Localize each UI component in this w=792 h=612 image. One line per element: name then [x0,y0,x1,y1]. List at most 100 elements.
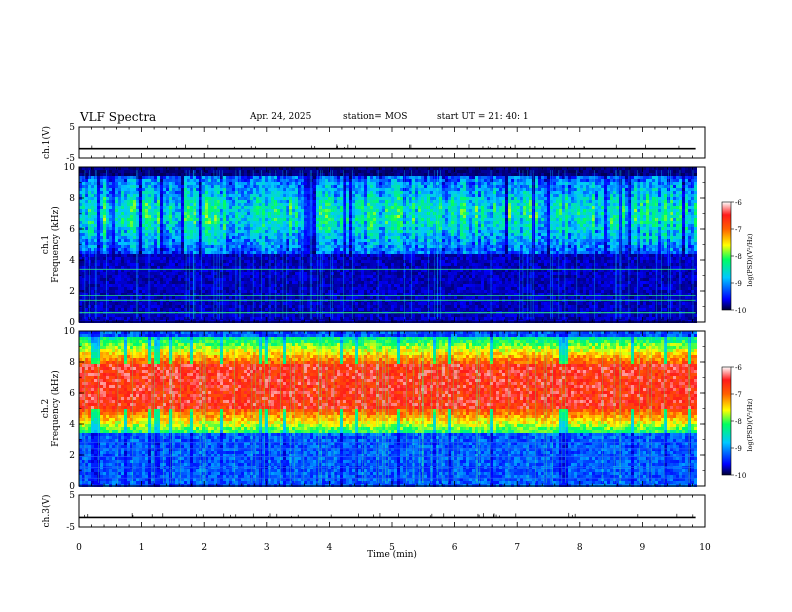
spec-cell [154,188,157,191]
spec-cell [241,224,244,227]
spec-cell [208,305,211,308]
spec-cell [139,194,142,197]
spec-cell [205,305,208,308]
spec-cell [307,224,310,227]
spec-cell [169,185,172,188]
spec-cell [256,212,259,215]
spec-cell [115,182,118,185]
spec-cell [325,314,328,317]
spec-cell [190,209,193,212]
spec-cell [295,272,298,275]
spec-cell [121,188,124,191]
spec-cell [121,179,124,182]
spec-cell [337,263,340,266]
spec-cell [295,185,298,188]
spec-cell [187,281,190,284]
spec-cell [307,188,310,191]
spec-cell [121,248,124,251]
spec-cell [361,257,364,260]
spec-cell [139,215,142,218]
spec-cell [214,257,217,260]
spec-cell [160,239,163,242]
spec-cell [283,287,286,290]
spec-cell [364,215,367,218]
spec-cell [265,272,268,275]
spec-cell [109,278,112,281]
spec-cell [235,242,238,245]
spec-cell [121,284,124,287]
spec-cell [226,170,229,173]
spec-cell [283,281,286,284]
spec-cell [130,233,133,236]
spec-cell [154,251,157,254]
spec-cell [148,254,151,257]
spec-cell [184,191,187,194]
spec-cell [220,215,223,218]
spec-cell [94,236,97,239]
spec-cell [358,212,361,215]
spec-cell [112,209,115,212]
spec-cell [262,242,265,245]
spec-cell [190,173,193,176]
spec-cell [121,239,124,242]
spec-cell [361,224,364,227]
spec-cell [139,236,142,239]
spec-cell [160,221,163,224]
spec-cell [118,248,121,251]
spec-cell [109,221,112,224]
spec-cell [358,263,361,266]
spec-cell [115,236,118,239]
spec-cell [103,290,106,293]
spec-cell [184,290,187,293]
spec-cell [97,194,100,197]
spec-cell [169,170,172,173]
spec-cell [178,266,181,269]
spec-cell [142,257,145,260]
spec-cell [202,296,205,299]
spec-cell [295,266,298,269]
spec-cell [121,251,124,254]
spec-cell [202,254,205,257]
spec-cell [202,215,205,218]
spec-cell [196,251,199,254]
spec-cell [139,233,142,236]
spec-cell [286,251,289,254]
spec-cell [274,218,277,221]
spec-cell [172,266,175,269]
spec-cell [361,254,364,257]
spec-cell [295,173,298,176]
spec-cell [100,278,103,281]
spec-cell [313,191,316,194]
spec-cell [181,182,184,185]
spec-cell [190,281,193,284]
spec-cell [271,284,274,287]
spec-cell [127,305,130,308]
spec-cell [313,170,316,173]
spec-cell [244,257,247,260]
spec-cell [346,197,349,200]
spec-cell [289,287,292,290]
spec-cell [151,188,154,191]
spec-cell [103,233,106,236]
spec-cell [205,203,208,206]
spec-cell [139,314,142,317]
spec-cell [157,200,160,203]
spec-cell [304,236,307,239]
spec-cell [214,176,217,179]
spec-cell [124,239,127,242]
spec-cell [325,185,328,188]
spec-cell [133,221,136,224]
spec-cell [337,242,340,245]
spec-cell [91,290,94,293]
spec-cell [205,200,208,203]
spec-cell [337,305,340,308]
spec-cell [202,212,205,215]
spec-cell [226,275,229,278]
spec-cell [103,224,106,227]
spec-cell [97,215,100,218]
spec-cell [196,254,199,257]
spec-cell [91,305,94,308]
spec-cell [235,191,238,194]
spec-cell [325,170,328,173]
spec-cell [166,221,169,224]
